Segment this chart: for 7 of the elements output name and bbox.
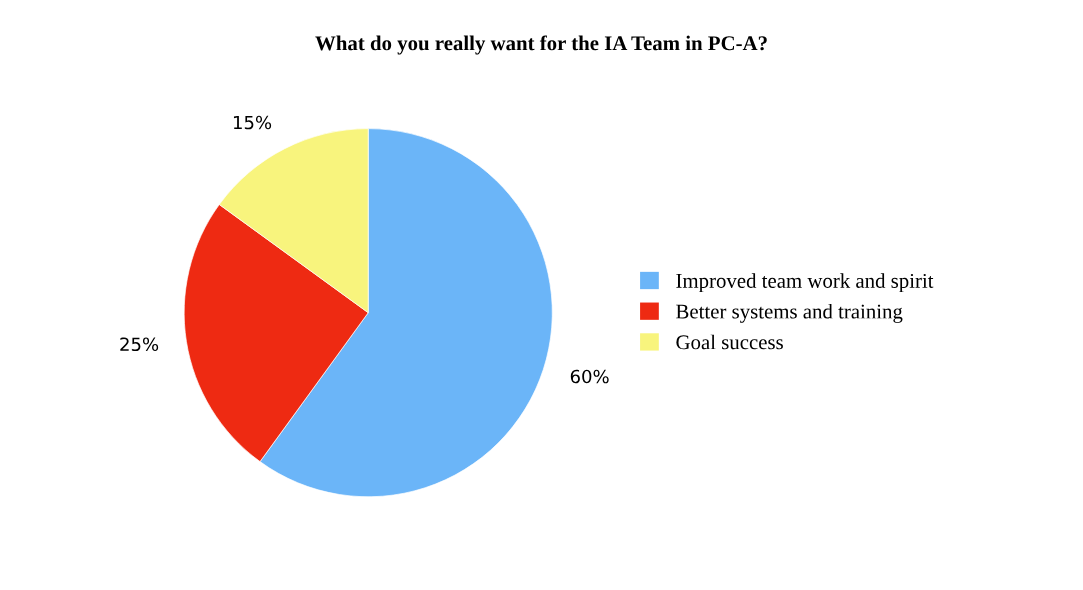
data-label: 25% [120, 337, 159, 352]
legend-label: Goal success [676, 334, 783, 350]
data-label: 15% [233, 115, 272, 130]
legend-label: Improved team work and spirit [676, 273, 934, 293]
chart-title: What do you really want for the IA Team in PC-A? [315, 35, 767, 55]
legend-label: Better systems and training [676, 303, 903, 323]
data-label: 60% [570, 369, 609, 384]
